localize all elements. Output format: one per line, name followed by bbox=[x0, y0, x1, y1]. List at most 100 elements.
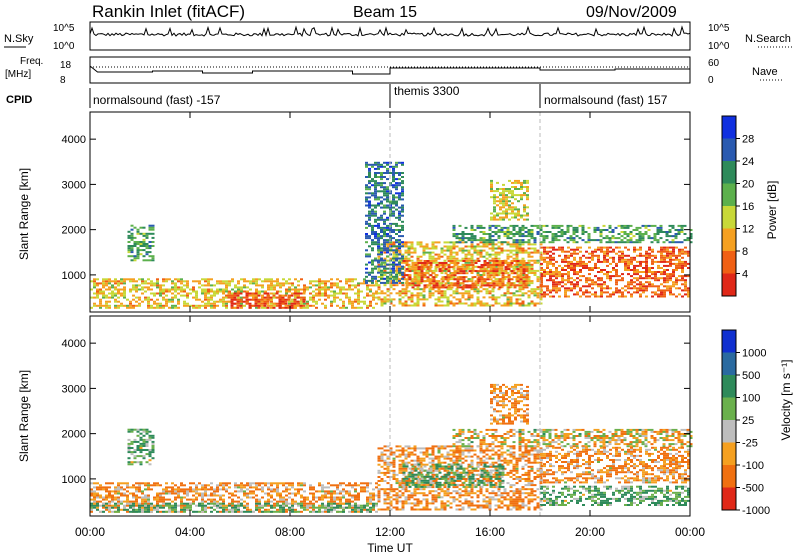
cpid-row: CPID normalsound (fast) -157 themis 3300… bbox=[6, 84, 668, 108]
heatmap-cell bbox=[213, 494, 216, 497]
heatmap-cell bbox=[383, 259, 386, 262]
heatmap-cell bbox=[105, 506, 108, 509]
heatmap-cell bbox=[156, 292, 159, 295]
heatmap-cell bbox=[638, 226, 642, 229]
heatmap-cell bbox=[288, 282, 291, 285]
heatmap-cell bbox=[517, 188, 520, 190]
heatmap-cell bbox=[593, 229, 597, 231]
heatmap-cell bbox=[183, 300, 186, 303]
heatmap-cell bbox=[597, 246, 600, 249]
heatmap-cell bbox=[488, 259, 492, 262]
heatmap-cell bbox=[273, 504, 276, 507]
heatmap-cell bbox=[240, 288, 243, 291]
heatmap-cell bbox=[617, 224, 621, 227]
heatmap-cell bbox=[413, 251, 417, 254]
heatmap-cell bbox=[231, 492, 234, 495]
heatmap-cell bbox=[615, 269, 618, 271]
heatmap-cell bbox=[102, 304, 105, 307]
heatmap-cell bbox=[339, 484, 342, 487]
heatmap-cell bbox=[105, 494, 108, 497]
heatmap-cell bbox=[576, 262, 579, 265]
heatmap-cell bbox=[261, 482, 264, 485]
heatmap-cell bbox=[195, 498, 198, 501]
heatmap-cell bbox=[222, 488, 225, 491]
heatmap-cell bbox=[456, 284, 460, 287]
heatmap-cell bbox=[108, 508, 111, 511]
heatmap-cell bbox=[464, 292, 468, 295]
heatmap-cell bbox=[374, 172, 377, 174]
heatmap-cell bbox=[523, 179, 526, 182]
heatmap-cell bbox=[494, 226, 498, 229]
heatmap-cell bbox=[564, 264, 567, 267]
heatmap-cell bbox=[132, 304, 135, 307]
heatmap-cell bbox=[491, 245, 495, 248]
heatmap-cell bbox=[654, 291, 657, 294]
heatmap-cell bbox=[300, 510, 303, 513]
heatmap-cell bbox=[575, 226, 579, 229]
heatmap-cell bbox=[386, 167, 389, 170]
heatmap-cell bbox=[147, 296, 150, 299]
heatmap-cell bbox=[336, 498, 339, 501]
heatmap-cell bbox=[611, 237, 615, 240]
heatmap-cell bbox=[614, 241, 618, 244]
heatmap-cell bbox=[587, 241, 591, 244]
heatmap-cell bbox=[374, 198, 377, 201]
heatmap-cell bbox=[348, 296, 351, 299]
heatmap-cell bbox=[363, 280, 366, 283]
heatmap-cell bbox=[546, 279, 549, 282]
heatmap-cell bbox=[555, 269, 558, 271]
heatmap-cell bbox=[504, 268, 508, 271]
heatmap-cell bbox=[249, 282, 252, 285]
heatmap-cell bbox=[452, 241, 456, 244]
heatmap-cell bbox=[219, 510, 222, 513]
heatmap-cell bbox=[276, 290, 279, 293]
heatmap-cell bbox=[512, 276, 516, 278]
heatmap-cell bbox=[279, 482, 282, 485]
heatmap-cell bbox=[518, 263, 522, 266]
heatmap-cell bbox=[408, 274, 412, 277]
heatmap-cell bbox=[506, 235, 510, 238]
heatmap-cell bbox=[192, 510, 195, 513]
heatmap-cell bbox=[386, 233, 389, 235]
heatmap-cell bbox=[672, 285, 675, 288]
heatmap-cell bbox=[389, 277, 392, 280]
heatmap-cell bbox=[518, 247, 522, 250]
heatmap-cell bbox=[587, 233, 591, 235]
heatmap-cell bbox=[441, 262, 445, 264]
heatmap-cell bbox=[518, 286, 522, 289]
heatmap-cell bbox=[593, 231, 597, 233]
heatmap-cell bbox=[687, 262, 690, 265]
heatmap-cell bbox=[360, 488, 363, 491]
heatmap-cell bbox=[520, 198, 523, 201]
heatmap-cell bbox=[102, 282, 105, 285]
heatmap-cell bbox=[651, 285, 654, 288]
heatmap-cell bbox=[440, 282, 444, 285]
heatmap-cell bbox=[495, 268, 499, 271]
heatmap-cell bbox=[603, 252, 606, 255]
heatmap-cell bbox=[380, 178, 383, 181]
heatmap-cell bbox=[485, 239, 489, 242]
heatmap-cell bbox=[527, 239, 531, 242]
heatmap-cell bbox=[446, 247, 450, 250]
heatmap-cell bbox=[675, 295, 678, 298]
heatmap-cell bbox=[377, 247, 380, 250]
heatmap-cell bbox=[374, 212, 377, 215]
heatmap-cell bbox=[543, 260, 546, 263]
heatmap-cell bbox=[401, 229, 404, 231]
heatmap-cell bbox=[243, 500, 246, 503]
heatmap-cell bbox=[147, 282, 150, 285]
heatmap-cell bbox=[366, 484, 369, 487]
heatmap-cell bbox=[276, 278, 279, 281]
heatmap-cell bbox=[93, 500, 96, 503]
heatmap-cell bbox=[489, 274, 493, 277]
heatmap-cell bbox=[129, 504, 132, 507]
heatmap-cell bbox=[555, 275, 558, 278]
heatmap-cell bbox=[503, 276, 507, 278]
heatmap-cell bbox=[130, 224, 134, 227]
heatmap-cell bbox=[660, 254, 663, 257]
heatmap-cell bbox=[365, 235, 368, 238]
heatmap-cell bbox=[401, 241, 404, 244]
heatmap-cell bbox=[392, 200, 395, 203]
heatmap-cell bbox=[663, 258, 666, 261]
heatmap-cell bbox=[648, 285, 651, 288]
